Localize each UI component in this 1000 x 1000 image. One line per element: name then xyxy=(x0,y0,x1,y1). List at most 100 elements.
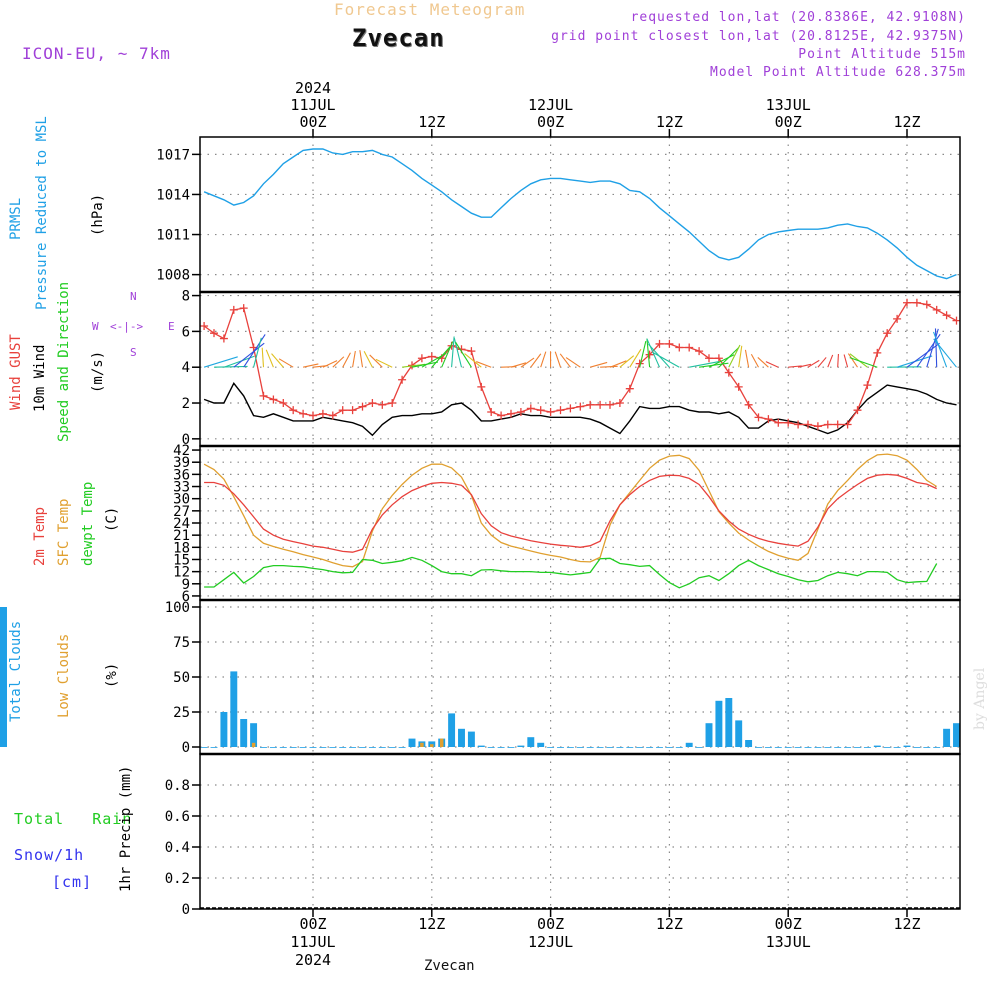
y-tick-label: 1011 xyxy=(156,228,190,244)
top-time-label: 12Z xyxy=(893,113,920,131)
total-clouds-bar xyxy=(824,747,832,748)
gust-marker xyxy=(239,304,248,313)
bottom-time-label: 12Z xyxy=(656,915,683,933)
total-clouds-bar xyxy=(507,747,515,748)
y-tick-label: 42 xyxy=(173,443,190,459)
gust-marker xyxy=(843,420,852,429)
wind-direction-arrow xyxy=(540,351,547,368)
series-sfc-temp-line xyxy=(203,453,938,568)
y-tick-label: 24 xyxy=(173,516,190,532)
total-clouds-bar xyxy=(626,747,634,748)
compass-n: N xyxy=(130,290,137,303)
total-clouds-bar xyxy=(784,747,792,748)
gust-marker xyxy=(309,411,317,420)
wind-direction-arrow xyxy=(559,353,571,368)
total-clouds-bar xyxy=(329,747,337,748)
wind-direction-arrow xyxy=(302,363,319,368)
gust-marker xyxy=(596,400,605,409)
gust-marker xyxy=(586,400,595,409)
y-tick-label: 1017 xyxy=(156,147,190,163)
wind-direction-arrow xyxy=(646,338,651,368)
gust-marker xyxy=(883,329,892,338)
wind-direction-arrow xyxy=(906,342,940,368)
wind-direction-arrow xyxy=(363,350,373,368)
total-clouds-bar xyxy=(210,747,218,748)
y-tick-label: 6 xyxy=(182,589,190,605)
total-clouds-bar xyxy=(903,745,911,747)
total-clouds-bar xyxy=(913,747,921,748)
y-tick-label: 33 xyxy=(173,480,190,496)
total-clouds-bar xyxy=(755,747,762,748)
wind-direction-arrow xyxy=(265,349,274,368)
gust-marker xyxy=(497,411,506,420)
gust-marker xyxy=(477,382,486,391)
wind-direction-arrow xyxy=(332,356,345,368)
panel-frame xyxy=(199,753,961,910)
total-clouds-bar xyxy=(477,745,485,747)
low-clouds-bar xyxy=(439,738,444,747)
total-clouds-bar xyxy=(230,671,238,747)
bottom-time-label: 12Z xyxy=(893,915,920,933)
total-clouds-bar xyxy=(814,747,822,748)
wind-direction-arrow xyxy=(271,353,284,368)
total-clouds-bar xyxy=(656,747,663,748)
gust-marker xyxy=(863,381,872,390)
total-clouds-bar xyxy=(863,747,871,748)
wind-direction-arrow xyxy=(441,341,454,368)
total-clouds-bar xyxy=(834,747,842,748)
gust-marker xyxy=(388,399,397,408)
total-clouds-bar xyxy=(566,747,574,748)
total-clouds-bar xyxy=(448,713,456,747)
total-clouds-bar xyxy=(517,745,525,747)
total-clouds-bar xyxy=(359,747,366,748)
bottom-time-label: 2024 xyxy=(295,951,331,969)
gust-marker xyxy=(823,420,832,429)
point-altitude: Point Altitude 515m xyxy=(798,47,966,62)
wind-direction-arrow xyxy=(233,342,265,368)
gust-marker xyxy=(893,314,902,323)
y-tick-label: 30 xyxy=(173,492,190,508)
series-pressure-line xyxy=(203,148,957,280)
wind-direction-arrow xyxy=(213,365,248,368)
panel-frame xyxy=(199,136,961,293)
gust-marker xyxy=(219,334,228,343)
gust-marker xyxy=(200,322,209,331)
total-clouds-bar xyxy=(398,747,406,748)
y-tick-label: 50 xyxy=(173,670,190,686)
gust-marker xyxy=(487,407,496,416)
wind-direction-arrow xyxy=(689,361,720,368)
gust-marker xyxy=(259,391,268,400)
total-clouds-bar xyxy=(487,747,495,748)
wind-direction-arrow xyxy=(849,357,878,368)
y-tick-label: 0 xyxy=(182,902,190,918)
wind-direction-arrow xyxy=(788,365,802,368)
wind-direction-arrow xyxy=(352,350,356,368)
gust-marker xyxy=(655,339,664,348)
y-tick-label: 21 xyxy=(173,528,190,544)
wind-direction-arrow xyxy=(933,331,948,368)
gust-marker xyxy=(734,382,743,391)
total-clouds-bar xyxy=(557,747,564,748)
total-clouds-bar xyxy=(735,720,743,747)
y-tick-label: 2 xyxy=(182,396,190,412)
gust-marker xyxy=(685,343,694,352)
wind-direction-arrow xyxy=(520,357,535,368)
total-clouds-bar xyxy=(458,728,465,747)
gust-marker xyxy=(695,347,704,356)
location-title: Zvecan xyxy=(352,24,445,52)
y-tick-label: 18 xyxy=(173,540,190,556)
wind-direction-arrow xyxy=(933,338,957,368)
total-clouds-bar xyxy=(646,747,654,748)
gust-marker xyxy=(784,418,793,427)
gust-marker xyxy=(714,354,723,363)
top-time-label: 12Z xyxy=(418,113,445,131)
total-clouds-bar xyxy=(616,747,624,748)
wind-direction-arrow xyxy=(934,328,938,368)
total-clouds-bar xyxy=(0,607,7,747)
gust-marker xyxy=(269,395,278,404)
wind-direction-arrow xyxy=(342,352,351,368)
total-clouds-bar xyxy=(774,747,782,748)
total-clouds-bar xyxy=(804,747,812,748)
model-label: ICON-EU, ~ 7km xyxy=(22,44,171,63)
top-time-label: 00Z xyxy=(537,113,564,131)
